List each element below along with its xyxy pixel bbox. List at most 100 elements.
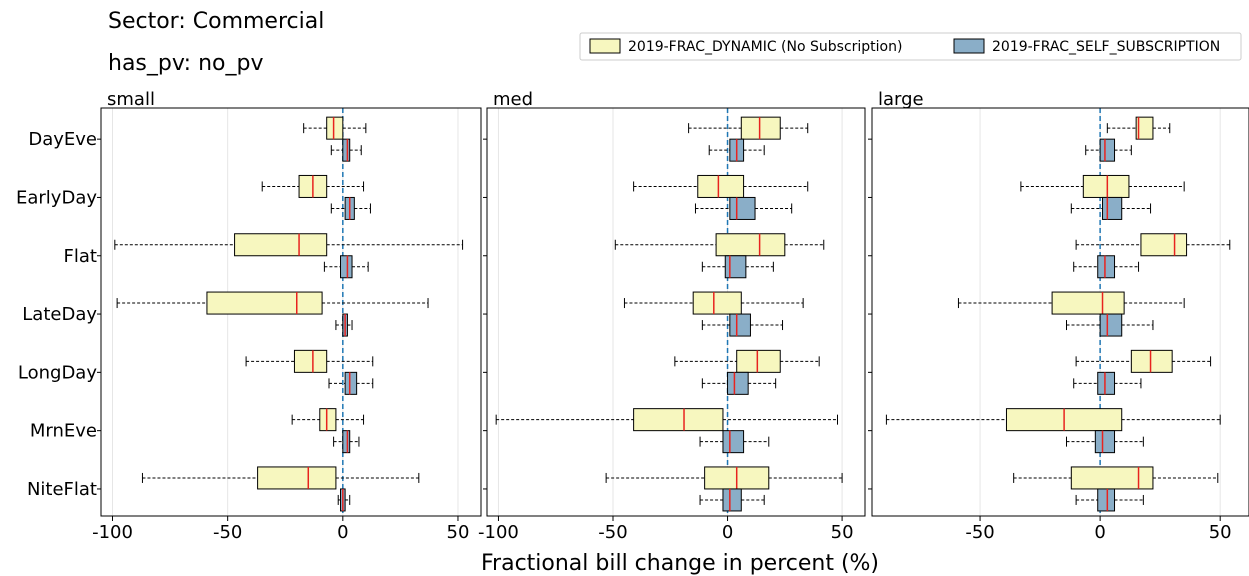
box-self-subscription-NiteFlat — [699, 488, 765, 512]
x-tick-label: 0 — [1094, 522, 1105, 543]
x-tick-label: 0 — [722, 522, 733, 543]
figure-title-line-2: has_pv: no_pv — [108, 51, 263, 76]
box-iqr — [633, 408, 724, 432]
box-dynamic-DayEve — [688, 116, 809, 140]
box-iqr — [1094, 430, 1116, 454]
category-label-Flat: Flat — [64, 246, 97, 267]
box-iqr — [729, 196, 756, 220]
legend-swatch-self-subscription — [953, 38, 985, 54]
box-self-subscription-MrnEve — [1066, 430, 1144, 454]
box-dynamic-LateDay — [623, 291, 804, 315]
box-self-subscription-LongDay — [1073, 371, 1142, 395]
box-dynamic-NiteFlat — [141, 466, 420, 490]
box-iqr — [206, 291, 323, 315]
box-iqr — [234, 233, 328, 257]
box-iqr — [729, 313, 751, 337]
box-iqr — [1135, 116, 1154, 140]
x-tick-label: 50 — [831, 522, 854, 543]
box-dynamic-EarlyDay — [1020, 174, 1185, 198]
box-self-subscription-DayEve — [1085, 138, 1132, 162]
legend-label-dynamic: 2019-FRAC_DYNAMIC (No Subscription) — [628, 39, 902, 55]
box-self-subscription-LongDay — [328, 371, 374, 395]
category-label-MrnEve: MrnEve — [30, 421, 97, 442]
box-self-subscription-DayEve — [708, 138, 765, 162]
category-label-LongDay: LongDay — [18, 362, 97, 383]
box-dynamic-MrnEve — [885, 408, 1221, 432]
box-iqr — [319, 408, 337, 432]
box-self-subscription-MrnEve — [333, 430, 360, 454]
x-tick-label: 50 — [1209, 522, 1232, 543]
box-iqr — [727, 371, 749, 395]
x-tick-label: 50 — [447, 522, 470, 543]
category-label-LateDay: LateDay — [22, 304, 97, 325]
box-iqr — [257, 466, 337, 490]
box-self-subscription-Flat — [323, 255, 369, 279]
x-tick-label: -50 — [213, 522, 242, 543]
box-iqr — [740, 116, 781, 140]
box-iqr — [715, 233, 786, 257]
box-iqr — [293, 349, 328, 373]
box-iqr — [1130, 349, 1173, 373]
box-dynamic-Flat — [614, 233, 825, 257]
box-iqr — [697, 174, 745, 198]
box-iqr — [736, 349, 781, 373]
box-self-subscription-NiteFlat — [1075, 488, 1144, 512]
box-iqr — [1097, 488, 1116, 512]
box-iqr — [1102, 196, 1123, 220]
box-dynamic-LateDay — [116, 291, 429, 315]
box-dynamic-LongDay — [674, 349, 820, 373]
box-self-subscription-NiteFlat — [337, 488, 351, 512]
panel-frame — [486, 107, 866, 517]
box-iqr — [1070, 466, 1154, 490]
panel-title: small — [107, 89, 155, 110]
box-iqr — [1099, 313, 1123, 337]
box-iqr — [342, 430, 351, 454]
x-tick-label: -50 — [965, 522, 994, 543]
panel-large: large -50 0 50 — [868, 89, 1249, 543]
category-label-NiteFlat: NiteFlat — [27, 479, 97, 500]
box-self-subscription-EarlyDay — [330, 196, 371, 220]
legend-label-self-subscription: 2019-FRAC_SELF_SUBSCRIPTION — [992, 39, 1220, 55]
box-iqr — [724, 255, 747, 279]
box-iqr — [1082, 174, 1130, 198]
box-iqr — [692, 291, 742, 315]
x-tick-label: 0 — [337, 522, 348, 543]
panel-small: small -100 -50 0 50 DayEve EarlyDay Flat LateDay… — [16, 89, 482, 543]
panel-frame — [871, 107, 1249, 517]
box-dynamic-NiteFlat — [605, 466, 843, 490]
box-self-subscription-LateDay — [335, 313, 353, 337]
box-dynamic-MrnEve — [495, 408, 839, 432]
legend-swatch-dynamic — [589, 38, 621, 54]
box-dynamic-DayEve — [303, 116, 367, 140]
box-self-subscription-Flat — [1073, 255, 1140, 279]
box-dynamic-EarlyDay — [633, 174, 809, 198]
box-iqr — [722, 488, 742, 512]
legend: 2019-FRAC_DYNAMIC (No Subscription) 2019… — [579, 32, 1242, 61]
box-iqr — [722, 430, 745, 454]
figure-title-line-1: Sector: Commercial — [108, 9, 324, 34]
box-self-subscription-DayEve — [330, 138, 362, 162]
box-iqr — [344, 371, 358, 395]
category-label-EarlyDay: EarlyDay — [16, 187, 97, 208]
box-self-subscription-EarlyDay — [1070, 196, 1152, 220]
box-iqr — [340, 255, 353, 279]
box-self-subscription-LongDay — [701, 371, 777, 395]
box-iqr — [342, 138, 351, 162]
box-dynamic-EarlyDay — [261, 174, 365, 198]
category-label-DayEve: DayEve — [28, 129, 97, 150]
box-dynamic-Flat — [114, 233, 464, 257]
legend-frame — [579, 32, 1242, 61]
box-dynamic-MrnEve — [291, 408, 365, 432]
x-axis-label: Fractional bill change in percent (%) — [481, 551, 879, 576]
x-tick-label: -50 — [598, 522, 627, 543]
panel-title: large — [878, 89, 924, 110]
box-dynamic-Flat — [1075, 233, 1231, 257]
box-dynamic-LongDay — [1075, 349, 1212, 373]
panel-med: med -100 -50 0 50 — [478, 89, 866, 543]
box-dynamic-NiteFlat — [1013, 466, 1219, 490]
box-dynamic-DayEve — [1106, 116, 1171, 140]
x-tick-label: -100 — [478, 522, 519, 543]
box-self-subscription-EarlyDay — [694, 196, 793, 220]
panel-title: med — [493, 89, 533, 110]
